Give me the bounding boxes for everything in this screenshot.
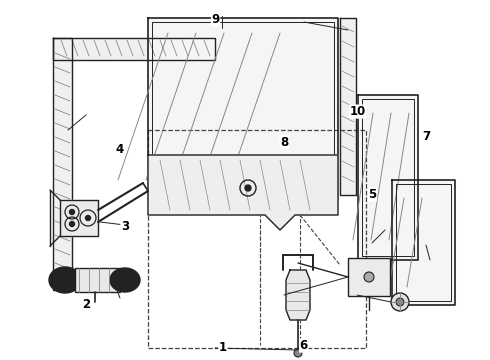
Text: 1: 1 xyxy=(219,341,227,354)
Bar xyxy=(348,258,390,296)
Text: 10: 10 xyxy=(349,105,366,118)
Bar xyxy=(152,22,334,196)
Circle shape xyxy=(245,185,251,191)
Polygon shape xyxy=(60,200,98,236)
Bar xyxy=(148,130,366,348)
Bar xyxy=(362,99,414,256)
Polygon shape xyxy=(358,95,418,260)
Circle shape xyxy=(294,349,302,357)
Text: 2: 2 xyxy=(82,298,90,311)
Text: 9: 9 xyxy=(212,13,220,26)
Ellipse shape xyxy=(110,268,140,292)
Circle shape xyxy=(85,216,91,220)
Ellipse shape xyxy=(49,267,81,293)
Bar xyxy=(75,268,120,292)
Text: 8: 8 xyxy=(280,136,288,149)
Text: 7: 7 xyxy=(422,130,430,143)
Text: 3: 3 xyxy=(121,220,129,233)
Bar xyxy=(396,184,451,301)
Polygon shape xyxy=(148,155,338,230)
Circle shape xyxy=(70,210,74,215)
Polygon shape xyxy=(392,180,455,305)
Polygon shape xyxy=(53,38,72,290)
Circle shape xyxy=(70,221,74,226)
Polygon shape xyxy=(148,18,338,200)
Circle shape xyxy=(396,298,404,306)
Circle shape xyxy=(364,272,374,282)
Circle shape xyxy=(391,293,409,311)
Polygon shape xyxy=(286,270,310,320)
Polygon shape xyxy=(340,18,356,195)
Text: 4: 4 xyxy=(116,143,124,156)
Polygon shape xyxy=(53,38,215,60)
Text: 6: 6 xyxy=(300,339,308,352)
Text: 5: 5 xyxy=(368,188,376,201)
